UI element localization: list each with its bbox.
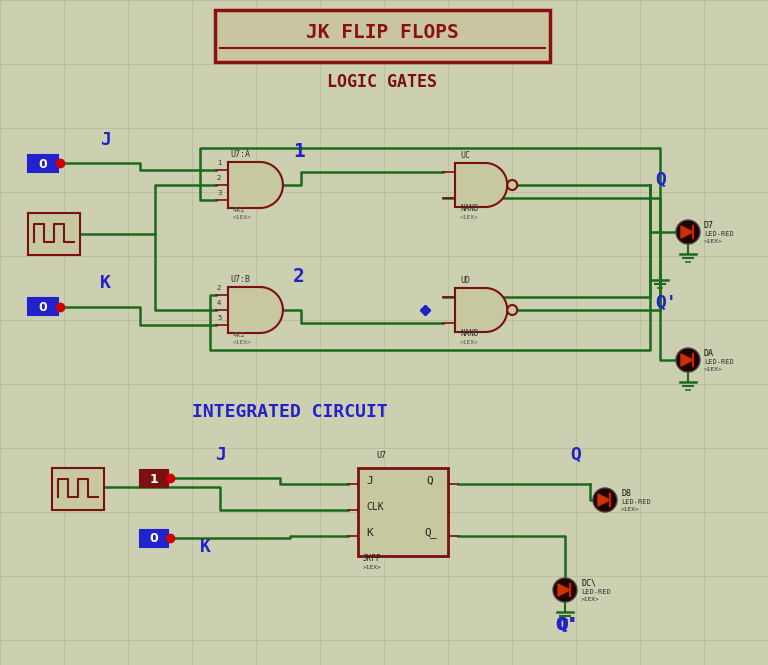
Text: 1: 1 <box>150 473 158 485</box>
Text: Q: Q <box>570 446 581 464</box>
Polygon shape <box>681 354 693 366</box>
Text: Q': Q' <box>555 616 577 634</box>
Text: U7:B: U7:B <box>230 275 250 284</box>
FancyBboxPatch shape <box>140 530 168 547</box>
FancyBboxPatch shape <box>28 213 80 255</box>
Text: >1EX>: >1EX> <box>581 597 600 602</box>
Text: 4: 4 <box>217 300 221 306</box>
FancyBboxPatch shape <box>358 468 448 556</box>
Text: >1EX>: >1EX> <box>621 507 640 512</box>
Circle shape <box>676 220 700 244</box>
Circle shape <box>507 180 518 190</box>
Text: NAND: NAND <box>460 204 478 213</box>
Circle shape <box>593 488 617 512</box>
Text: 0: 0 <box>38 301 48 313</box>
Text: Q': Q' <box>557 616 579 634</box>
Text: 4k2: 4k2 <box>233 332 246 338</box>
Text: CLK: CLK <box>366 502 384 512</box>
Text: K: K <box>366 528 372 538</box>
Circle shape <box>507 305 518 315</box>
Text: >1EX>: >1EX> <box>704 367 723 372</box>
Text: 2: 2 <box>217 175 221 181</box>
Text: DC\: DC\ <box>581 579 596 588</box>
Text: 4k2: 4k2 <box>233 207 246 213</box>
Text: 2: 2 <box>293 267 305 286</box>
Text: _: _ <box>430 529 437 539</box>
Text: Q: Q <box>426 476 432 486</box>
Text: J: J <box>215 446 226 464</box>
Polygon shape <box>455 288 507 332</box>
Text: >1EX>: >1EX> <box>460 215 478 220</box>
Text: JKFF: JKFF <box>363 554 382 563</box>
Text: LED-RED: LED-RED <box>621 499 650 505</box>
Text: 0: 0 <box>38 158 48 170</box>
Text: 1: 1 <box>293 142 305 161</box>
Text: LOGIC GATES: LOGIC GATES <box>327 73 437 91</box>
Text: 1: 1 <box>217 160 221 166</box>
Text: 0: 0 <box>150 533 158 545</box>
Text: 2: 2 <box>217 285 221 291</box>
Text: >1EX>: >1EX> <box>233 340 252 345</box>
Text: LED-RED: LED-RED <box>704 359 733 365</box>
Text: >1EX>: >1EX> <box>704 239 723 244</box>
FancyBboxPatch shape <box>215 10 550 62</box>
Text: K: K <box>200 538 211 556</box>
Polygon shape <box>598 494 610 506</box>
Text: D8: D8 <box>621 489 631 498</box>
FancyBboxPatch shape <box>140 470 168 487</box>
Text: >1EX>: >1EX> <box>363 565 382 570</box>
Text: 3: 3 <box>217 190 221 196</box>
Text: K: K <box>100 274 111 292</box>
Text: DA: DA <box>704 349 714 358</box>
Polygon shape <box>558 584 570 596</box>
Polygon shape <box>228 287 283 333</box>
Circle shape <box>553 578 577 602</box>
Polygon shape <box>455 163 507 207</box>
FancyBboxPatch shape <box>52 468 104 510</box>
Text: >1EX>: >1EX> <box>233 215 252 220</box>
Text: UD: UD <box>460 276 470 285</box>
FancyBboxPatch shape <box>28 298 58 315</box>
Text: J: J <box>100 131 111 149</box>
FancyBboxPatch shape <box>28 155 58 172</box>
Text: 5: 5 <box>217 315 221 321</box>
Polygon shape <box>681 226 693 238</box>
Text: UC: UC <box>460 151 470 160</box>
Text: INTEGRATED CIRCUIT: INTEGRATED CIRCUIT <box>192 403 388 421</box>
Text: LED-RED: LED-RED <box>581 589 611 595</box>
Text: JK FLIP FLOPS: JK FLIP FLOPS <box>306 23 458 41</box>
Text: NAND: NAND <box>460 329 478 338</box>
Circle shape <box>676 348 700 372</box>
Text: LED-RED: LED-RED <box>704 231 733 237</box>
Polygon shape <box>228 162 283 208</box>
Text: U7:A: U7:A <box>230 150 250 159</box>
Text: J: J <box>366 476 372 486</box>
Text: Q: Q <box>424 528 431 538</box>
Text: Q: Q <box>655 171 666 189</box>
Text: Q': Q' <box>655 294 677 312</box>
Text: >1EX>: >1EX> <box>460 340 478 345</box>
Text: D7: D7 <box>704 221 714 230</box>
Text: U7: U7 <box>376 451 386 460</box>
